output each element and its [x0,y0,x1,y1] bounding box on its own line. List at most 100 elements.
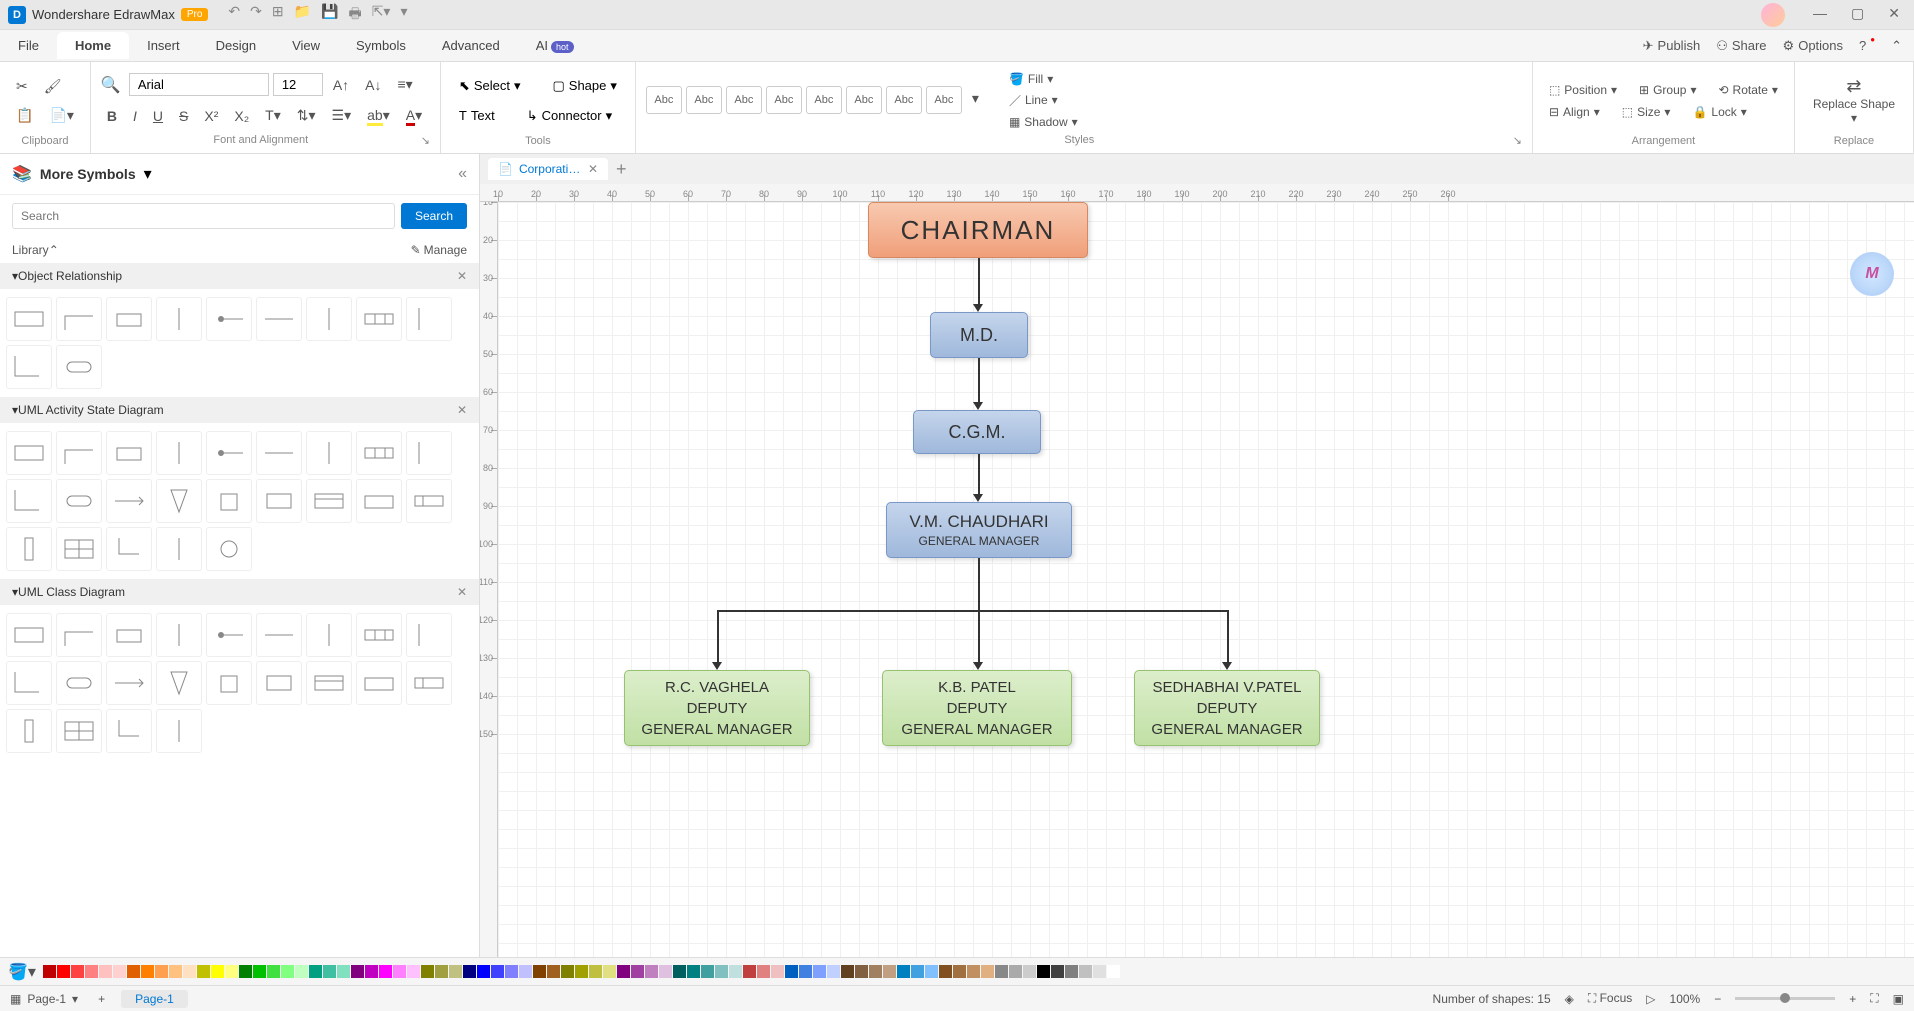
color-swatch[interactable] [645,965,658,978]
shape-item[interactable] [156,613,202,657]
lock-button[interactable]: 🔒Lock▾ [1686,102,1752,122]
bold-icon[interactable]: B [101,104,123,128]
document-tab[interactable]: 📄 Corporationco... ✕ [488,158,608,180]
size-button[interactable]: ⬚Size▾ [1616,102,1677,122]
shadow-button[interactable]: ▦Shadow ▾ [1005,113,1082,131]
color-swatch[interactable] [575,965,588,978]
category-close-icon[interactable]: ✕ [457,269,467,283]
shape-item[interactable] [106,431,152,475]
style-preset-6[interactable]: Abc [846,86,882,114]
tab-file[interactable]: File [0,32,57,59]
style-preset-3[interactable]: Abc [726,86,762,114]
open-icon[interactable]: 📁 [294,3,311,27]
color-swatch[interactable] [841,965,854,978]
zoom-slider[interactable] [1735,997,1835,1000]
color-swatch[interactable] [477,965,490,978]
shape-item[interactable] [6,479,52,523]
style-preset-4[interactable]: Abc [766,86,802,114]
color-swatch[interactable] [491,965,504,978]
cut-icon[interactable]: ✂ [10,74,34,99]
color-swatch[interactable] [687,965,700,978]
shape-item[interactable] [356,613,402,657]
tab-home[interactable]: Home [57,32,129,59]
shape-item[interactable] [56,345,102,389]
color-swatch[interactable] [225,965,238,978]
paste-icon[interactable]: 📄▾ [43,103,79,128]
color-swatch[interactable] [155,965,168,978]
color-swatch[interactable] [379,965,392,978]
color-swatch[interactable] [869,965,882,978]
increase-font-icon[interactable]: A↑ [327,73,355,97]
shape-button[interactable]: ▢Shape ▾ [544,74,624,98]
zoom-out-icon[interactable]: − [1714,992,1721,1006]
color-swatch[interactable] [589,965,602,978]
color-swatch[interactable] [1009,965,1022,978]
font-size-select[interactable]: 12 [273,73,323,96]
color-swatch[interactable] [855,965,868,978]
tab-ai[interactable]: AIhot [518,32,592,59]
color-swatch[interactable] [1023,965,1036,978]
color-swatch[interactable] [449,965,462,978]
color-swatch[interactable] [295,965,308,978]
shape-item[interactable] [156,709,202,753]
tab-design[interactable]: Design [198,32,274,59]
shape-item[interactable] [206,297,252,341]
shape-item[interactable] [56,431,102,475]
color-swatch[interactable] [547,965,560,978]
shape-item[interactable] [106,613,152,657]
page-selector[interactable]: ▦ Page-1 ▾ [10,992,78,1006]
shape-item[interactable] [406,431,452,475]
new-icon[interactable]: ⊞ [272,3,284,27]
color-swatch[interactable] [771,965,784,978]
color-swatch[interactable] [785,965,798,978]
color-swatch[interactable] [617,965,630,978]
underline-icon[interactable]: U [147,104,169,128]
undo-icon[interactable]: ↶ [228,3,240,27]
copy-icon[interactable]: 📋 [10,103,39,128]
color-swatch[interactable] [659,965,672,978]
color-swatch[interactable] [183,965,196,978]
shape-item[interactable] [406,479,452,523]
shape-item[interactable] [6,527,52,571]
publish-button[interactable]: ✈Publish [1643,38,1701,54]
collapse-ribbon-icon[interactable]: ⌃ [1891,38,1902,54]
case-icon[interactable]: T▾ [259,103,287,128]
color-swatch[interactable] [1065,965,1078,978]
color-swatch[interactable] [267,965,280,978]
tab-advanced[interactable]: Advanced [424,32,518,59]
color-swatch[interactable] [631,965,644,978]
library-collapse-icon[interactable]: ⌃ [49,243,59,257]
color-swatch[interactable] [701,965,714,978]
org-node-md[interactable]: M.D. [930,312,1028,358]
color-swatch[interactable] [127,965,140,978]
shape-item[interactable] [256,479,302,523]
color-swatch[interactable] [463,965,476,978]
export-icon[interactable]: ⇱▾ [372,3,391,27]
shape-item[interactable] [56,479,102,523]
share-button[interactable]: ⚇Share [1716,38,1766,54]
library-label[interactable]: Library [12,243,49,257]
position-button[interactable]: ⬚Position▾ [1543,80,1623,100]
color-swatch[interactable] [715,965,728,978]
shape-item[interactable] [256,297,302,341]
collapse-sidebar-icon[interactable]: « [458,165,467,183]
color-swatch[interactable] [995,965,1008,978]
shape-item[interactable] [356,661,402,705]
more-icon[interactable]: ▾ [400,3,407,27]
tab-symbols[interactable]: Symbols [338,32,424,59]
rotate-button[interactable]: ⟲Rotate▾ [1712,80,1783,100]
style-preset-7[interactable]: Abc [886,86,922,114]
color-swatch[interactable] [743,965,756,978]
color-swatch[interactable] [43,965,56,978]
org-node-kb[interactable]: K.B. PATELDEPUTYGENERAL MANAGER [882,670,1072,746]
category-header-uml-class[interactable]: ▾ UML Class Diagram ✕ [0,579,479,605]
category-header-uml-activity[interactable]: ▾ UML Activity State Diagram ✕ [0,397,479,423]
shape-item[interactable] [56,527,102,571]
shape-item[interactable] [406,613,452,657]
shape-item[interactable] [156,431,202,475]
shape-item[interactable] [206,527,252,571]
shape-item[interactable] [106,479,152,523]
shape-item[interactable] [56,613,102,657]
shape-item[interactable] [6,613,52,657]
shape-item[interactable] [356,479,402,523]
